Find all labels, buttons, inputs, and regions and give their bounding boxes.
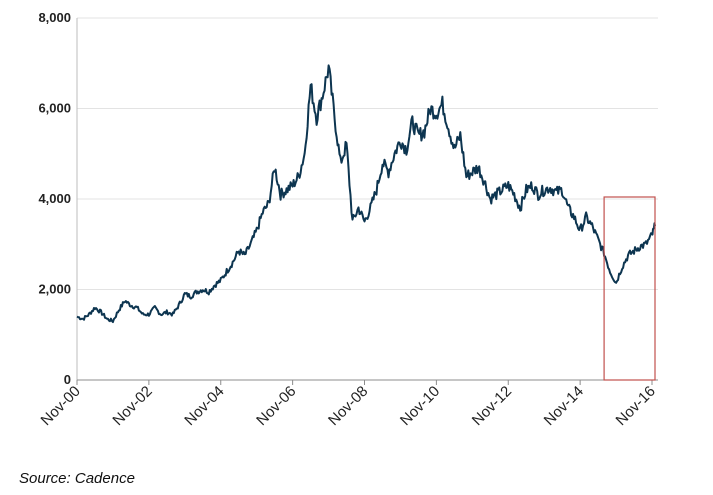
y-axis-ticks: 0 2,000 4,000 6,000 8,000 (38, 10, 71, 387)
x-tick-label: Nov-08 (325, 383, 371, 429)
x-tick-label: Nov-16 (613, 383, 659, 429)
series-line (76, 64, 656, 324)
y-tick-label: 2,000 (38, 282, 71, 297)
y-tick-label: 6,000 (38, 101, 71, 116)
axes (76, 18, 658, 381)
x-tick-label: Nov-14 (541, 383, 587, 429)
x-tick-label: Nov-00 (38, 383, 84, 429)
x-tick-label: Nov-04 (181, 383, 227, 429)
x-tick-label: Nov-06 (253, 383, 299, 429)
highlight-box (603, 196, 656, 381)
x-tick-label: Nov-10 (397, 383, 443, 429)
y-tick-label: 8,000 (38, 10, 71, 25)
x-tick-label: Nov-02 (109, 383, 155, 429)
y-tick-label: 0 (64, 372, 71, 387)
source-note: Source: Cadence (19, 470, 135, 487)
x-axis-ticks: Nov-00 Nov-02 Nov-04 Nov-06 Nov-08 Nov-10 Nov-… (38, 380, 659, 429)
grid-lines (77, 17, 658, 290)
x-tick-label: Nov-12 (469, 383, 515, 429)
y-tick-label: 4,000 (38, 191, 71, 206)
